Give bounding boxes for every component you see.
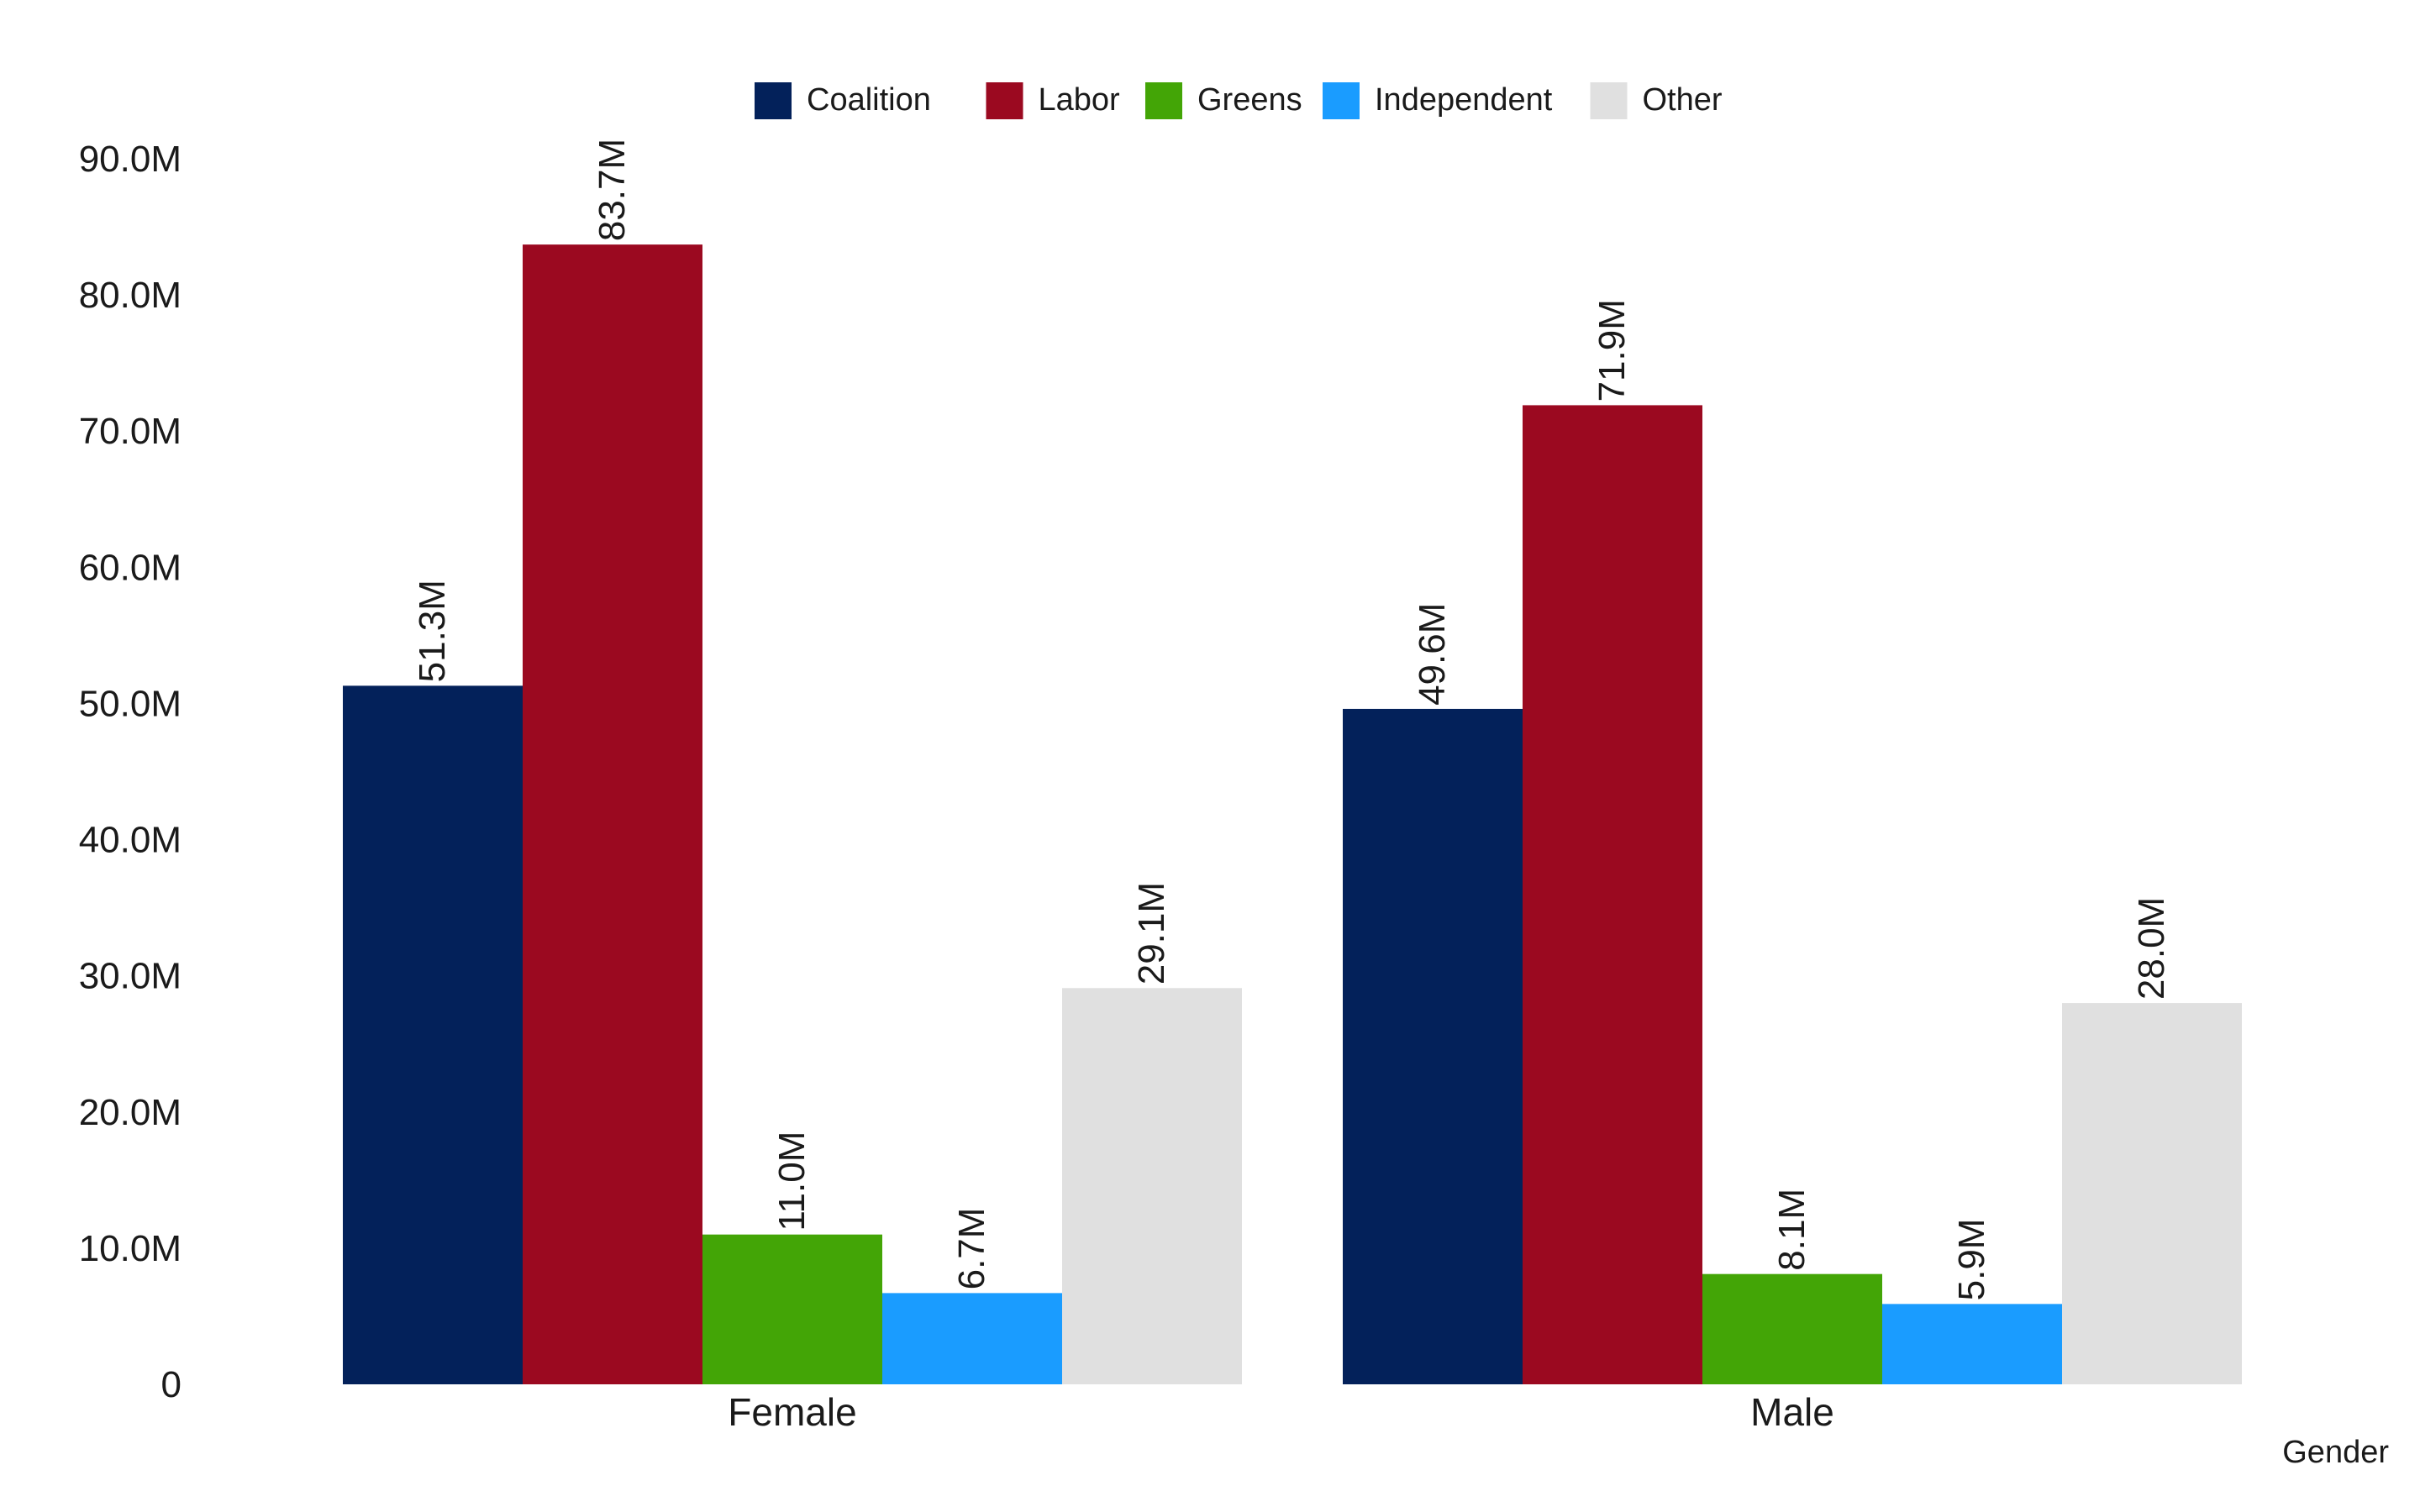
data-label: 71.9M: [1591, 299, 1633, 402]
y-tick-label: 40.0M: [79, 820, 182, 861]
data-label: 29.1M: [1131, 882, 1172, 984]
legend: Coalition Labor Greens Independent Other: [755, 82, 1723, 119]
y-tick-label: 10.0M: [79, 1228, 182, 1269]
data-label: 5.9M: [1951, 1219, 1992, 1301]
y-tick-label: 70.0M: [79, 411, 182, 452]
data-label: 6.7M: [951, 1208, 992, 1290]
y-axis: 0 10.0M 20.0M 30.0M 40.0M 50.0M 60.0M 70.0M 80.0…: [79, 139, 182, 1405]
bar-greens-male: [1702, 1273, 1882, 1384]
data-label: 51.3M: [412, 580, 453, 682]
bar-coalition-male: [1343, 708, 1523, 1384]
y-tick-label: 90.0M: [79, 139, 182, 180]
legend-item-independent[interactable]: Independent: [1323, 82, 1553, 119]
bars: [343, 244, 2242, 1384]
bar-other-female: [1062, 988, 1242, 1384]
bar-labor-female: [523, 244, 702, 1384]
data-label: 11.0M: [771, 1131, 813, 1231]
x-axis: Female Male: [728, 1390, 1834, 1434]
legend-label: Coalition: [807, 82, 931, 118]
legend-swatch: [1590, 82, 1628, 119]
legend-swatch: [1145, 82, 1182, 119]
legend-label: Greens: [1197, 82, 1302, 118]
data-label: 83.7M: [592, 139, 633, 241]
data-label: 8.1M: [1771, 1189, 1812, 1271]
legend-item-greens[interactable]: Greens: [1145, 82, 1302, 119]
y-tick-label: 80.0M: [79, 275, 182, 316]
legend-label: Other: [1643, 82, 1723, 118]
legend-item-coalition[interactable]: Coalition: [755, 82, 931, 119]
legend-item-labor[interactable]: Labor: [986, 82, 1121, 119]
legend-swatch: [755, 82, 792, 119]
bar-coalition-female: [343, 685, 523, 1384]
legend-label: Independent: [1375, 82, 1553, 118]
bar-other-male: [2062, 1003, 2242, 1384]
data-labels: 51.3M 83.7M 11.0M 6.7M 29.1M 49.6M 71.9M 8.1M 5.…: [412, 139, 2172, 1301]
legend-swatch: [986, 82, 1023, 119]
bar-independent-male: [1882, 1304, 2062, 1384]
x-tick-label: Female: [728, 1390, 856, 1434]
y-tick-label: 60.0M: [79, 547, 182, 588]
data-label: 49.6M: [1412, 603, 1453, 706]
y-tick-label: 30.0M: [79, 956, 182, 997]
y-tick-label: 20.0M: [79, 1092, 182, 1133]
bar-independent-female: [882, 1293, 1062, 1384]
bar-greens-female: [702, 1234, 882, 1384]
legend-item-other[interactable]: Other: [1590, 82, 1723, 119]
legend-label: Labor: [1039, 82, 1121, 118]
x-tick-label: Male: [1750, 1390, 1834, 1434]
y-tick-label: 0: [161, 1364, 182, 1405]
y-tick-label: 50.0M: [79, 683, 182, 724]
legend-swatch: [1323, 82, 1360, 119]
x-axis-title: Gender: [2282, 1435, 2389, 1470]
bar-labor-male: [1523, 405, 1702, 1384]
data-label: 28.0M: [2131, 897, 2172, 1000]
